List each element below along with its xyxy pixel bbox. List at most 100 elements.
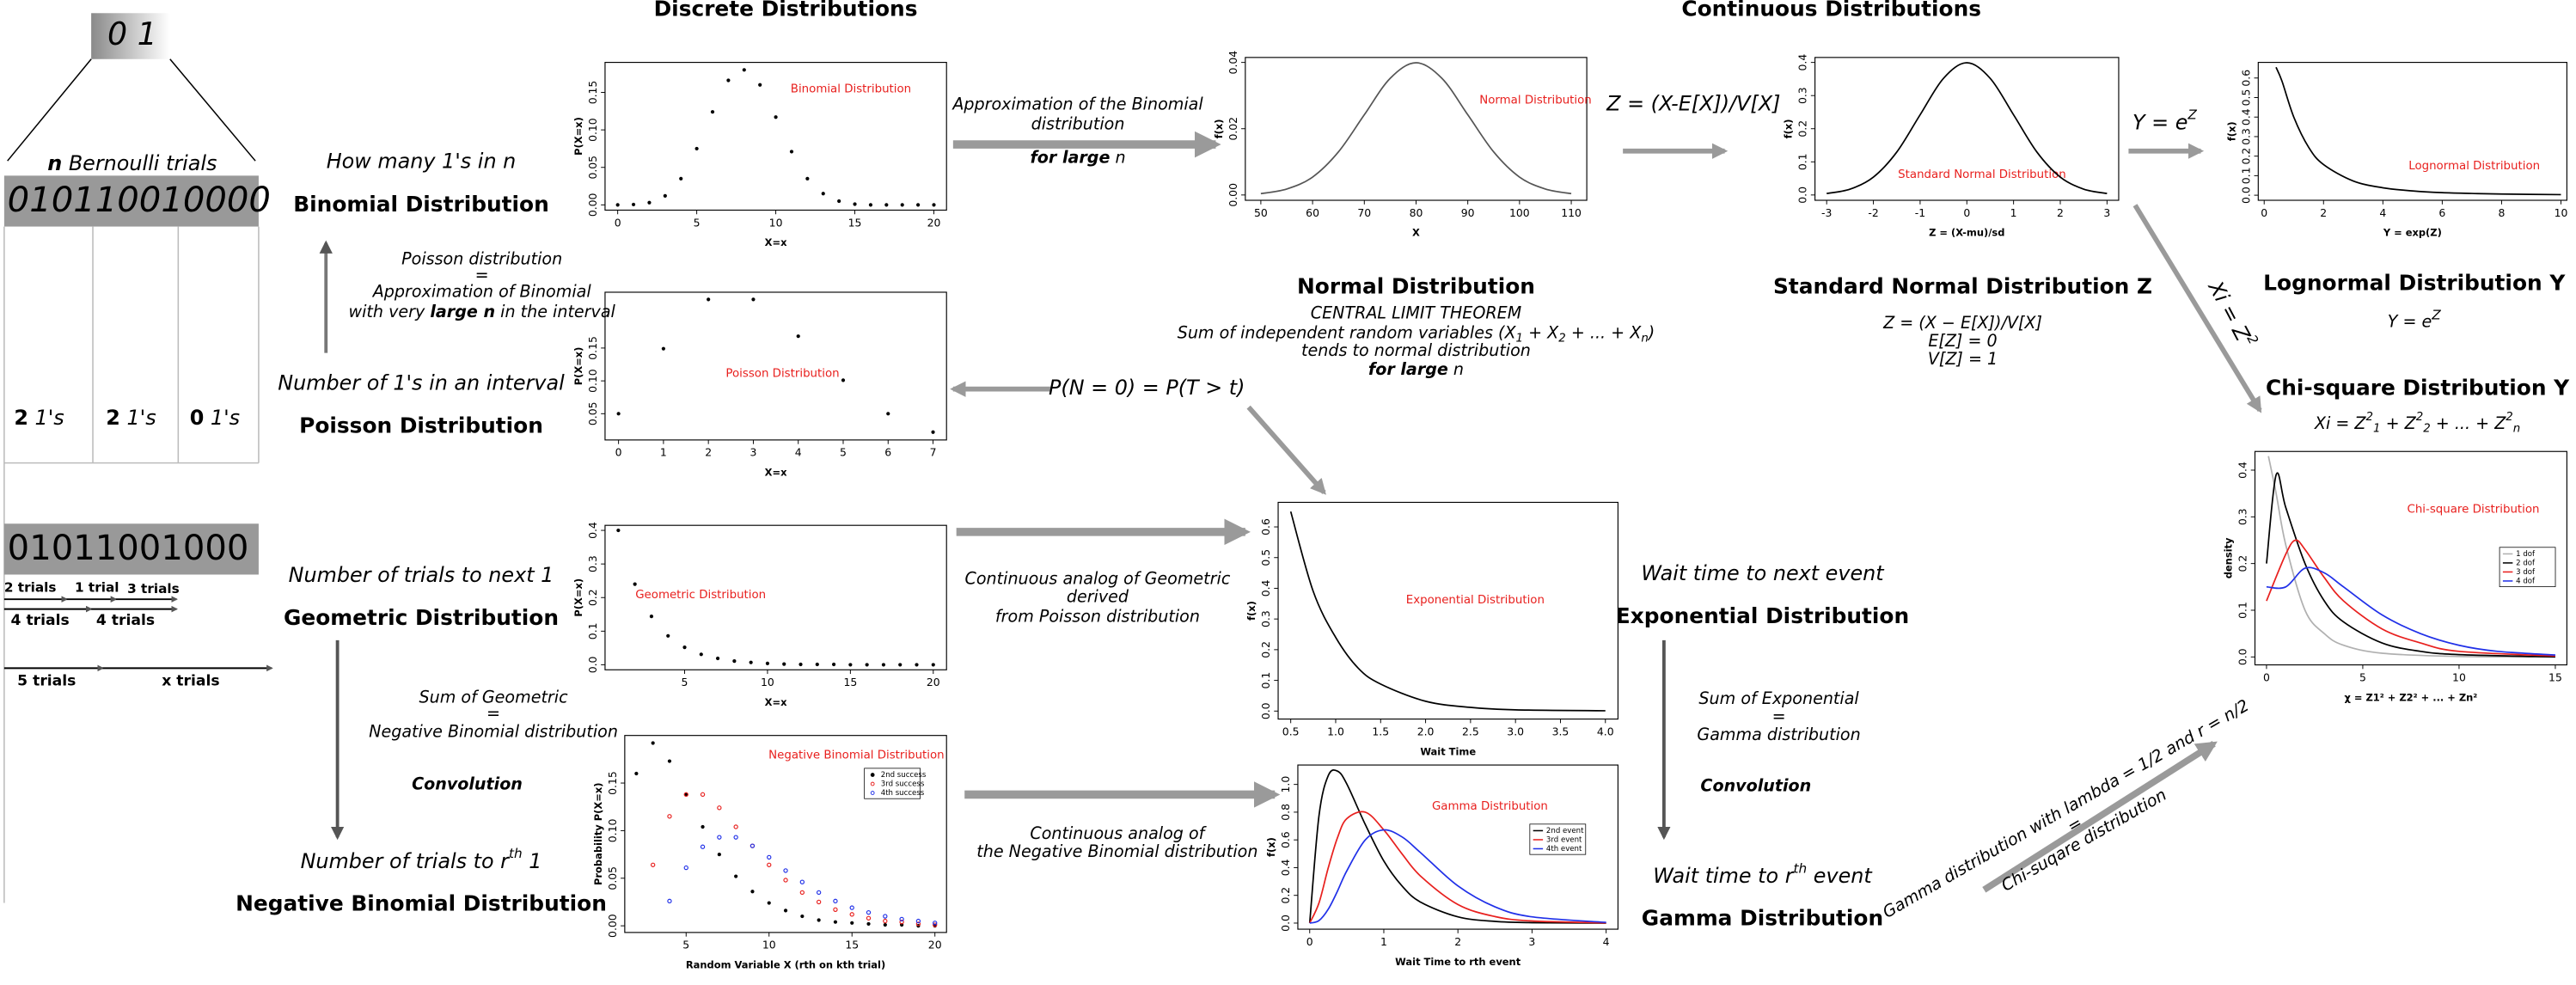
label-part: Y = e [2132,110,2187,134]
point [647,200,652,205]
mini-chart: 0 5 10 15 0.0 0.1 0.2 0.3 0.4 χ = Z1² + Z2² + ...… [2222,450,2567,703]
point [683,792,688,798]
note: Gamma distribution [1697,725,1860,744]
x-tick-label: 5 [694,216,701,229]
curve [1308,768,1606,924]
note-part: + ... + X [1566,322,1642,342]
x-axis-label: Y = exp(Z) [2383,227,2442,239]
count-n: 0 [190,406,205,430]
note-part: ) [1647,322,1655,342]
point [783,878,788,883]
x-axis-label: Z = (X-mu)/sd [1929,227,2004,239]
count-unit: 1's [120,406,156,430]
arrow-label: Xi = Z2 [2203,274,2261,352]
point [932,203,936,207]
x-tick-label: 7 [930,446,937,459]
y-tick-label: 0.02 [1227,117,1239,141]
plot-label: Gamma Distribution [1432,800,1548,813]
x-tick-label: 3 [2103,206,2110,219]
y-tick-label: 0.8 [1279,804,1292,821]
y-tick-label: 0.10 [586,369,599,393]
trial-arrows [3,596,273,672]
arrow-label: Continuous analog of [1030,823,1207,843]
y-tick-label: 0.1 [2236,602,2249,619]
point [774,115,778,119]
y-tick-label: 0.5 [1259,549,1272,566]
point [717,852,721,857]
trial-label: x trials [162,673,219,690]
point [881,663,886,667]
note-part: for large [1368,358,1448,378]
note-part: Y = e [2388,311,2432,331]
curve [1826,62,2108,195]
point [667,814,672,819]
point [915,921,921,927]
x-tick-label: 0 [2263,670,2270,683]
y-tick-label: 0.3 [1796,87,1809,104]
point [933,922,938,927]
point [732,659,737,664]
y-axis-label: P(X=x) [572,578,584,617]
point [758,83,762,87]
y-axis-label: Probability P(X=x) [592,783,604,885]
x-tick-label: -2 [1868,206,1878,219]
y-tick-label: 0.2 [1796,120,1809,138]
point [821,192,825,196]
fan-line [169,58,256,162]
x-axis-label: X [1412,227,1420,239]
count-unit: 1's [204,406,240,430]
x-tick-label: 5 [682,939,689,951]
note-sub: n [2513,423,2520,436]
point [742,68,746,72]
point [717,835,722,840]
mini-chart: 0 1 2 3 4 0.0 0.2 0.4 0.6 0.8 1.0 Wait Time to rth … [1265,764,1618,968]
mini-chart: 5 10 15 20 0.00 0.05 0.10 0.15 Random Variable X… [592,735,947,971]
plot-label: Geometric Distribution [635,589,766,602]
curve [1289,511,1606,712]
y-tick-label: 0.4 [1259,579,1272,597]
y-tick-label: 0.4 [2239,108,2252,125]
x-tick-label: 5 [682,676,688,688]
note-sup: Z [2431,307,2441,322]
point [751,297,756,302]
point [765,661,770,665]
point [667,759,672,763]
dist-name: Normal Distribution [1297,273,1535,298]
note-sub: 2 [2423,423,2431,436]
plot-frame [2257,62,2567,201]
point [700,844,706,849]
y-tick-label: 0.6 [2239,70,2252,87]
q-part: Number of trials to r [301,848,511,872]
point [815,662,819,667]
y-tick-label: 0.3 [2239,128,2252,145]
curve [2275,66,2561,196]
y-tick-label: 0.3 [1259,610,1272,627]
point [715,656,720,661]
point [799,890,805,896]
plot-frame [604,291,947,441]
y-tick-label: 0.0 [2239,187,2252,204]
y-tick-label: 0.2 [2236,555,2249,572]
count: 0 1's [190,406,240,430]
x-tick-label: 15 [843,676,857,688]
note: E[Z] = 0 [1928,331,1997,351]
curve [2266,472,2555,658]
legend-label: 1 dof [2516,550,2536,559]
y-tick-label: 0.0 [586,656,599,673]
y-tick-label: 0.00 [586,193,599,217]
curve [1260,62,1572,195]
point [899,920,904,925]
point [866,915,872,921]
point [649,615,654,619]
point [817,918,821,922]
note-part: + X [1523,322,1559,342]
note: Convolution [412,774,523,793]
x-axis-label: X=x [765,467,787,479]
point [733,835,738,840]
dist-name: Standard Normal Distribution Z [1773,273,2152,298]
x-tick-label: 4 [2379,206,2386,219]
point [868,203,873,207]
point [900,203,904,207]
point [749,660,753,664]
y-tick-label: 0.0 [2236,648,2249,665]
